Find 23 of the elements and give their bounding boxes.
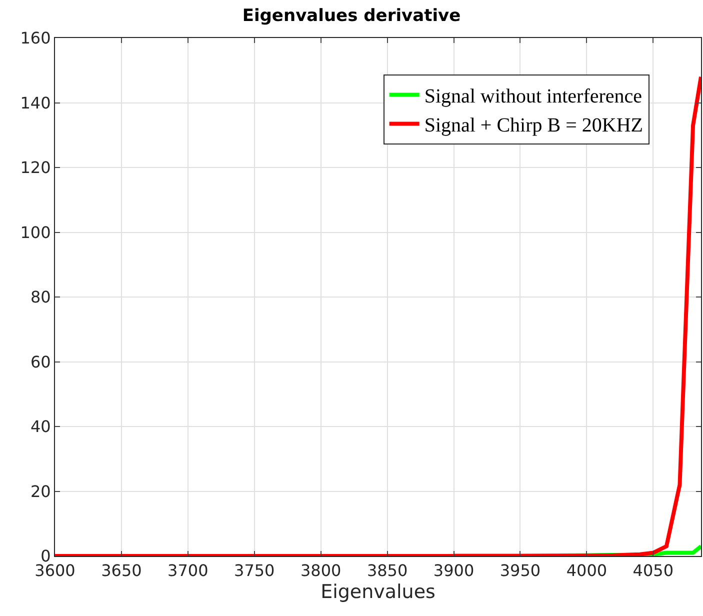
y-tick-label: 40 [30,417,51,436]
y-tick-label: 80 [30,288,51,307]
x-tick-label: 3700 [168,561,208,580]
y-tick-label: 60 [30,352,51,372]
y-tick-label: 20 [30,482,51,501]
x-tick-label: 3900 [433,561,474,580]
x-tick-label: 3650 [101,561,142,580]
x-tick-label: 3750 [234,561,275,580]
line-series [55,74,701,556]
x-tick-label: 3850 [366,561,408,580]
x-tick-label: 3600 [34,561,76,580]
y-tick-label: 100 [20,222,51,242]
x-axis-title: Eigenvalues [320,581,436,603]
legend-label: Signal without interference [424,86,642,108]
x-tick-label: 4050 [632,561,674,580]
x-tick-label: 3950 [500,561,541,580]
y-tick-label: 160 [20,28,51,48]
x-tick-label: 4000 [566,561,608,580]
y-tick-label: 140 [20,93,51,112]
y-tick-label: 120 [20,158,51,178]
legend-label: Signal + Chirp B = 20KHZ [424,114,643,137]
x-tick-label: 3800 [300,561,342,580]
chart-title: Eigenvalues derivative [242,6,461,26]
